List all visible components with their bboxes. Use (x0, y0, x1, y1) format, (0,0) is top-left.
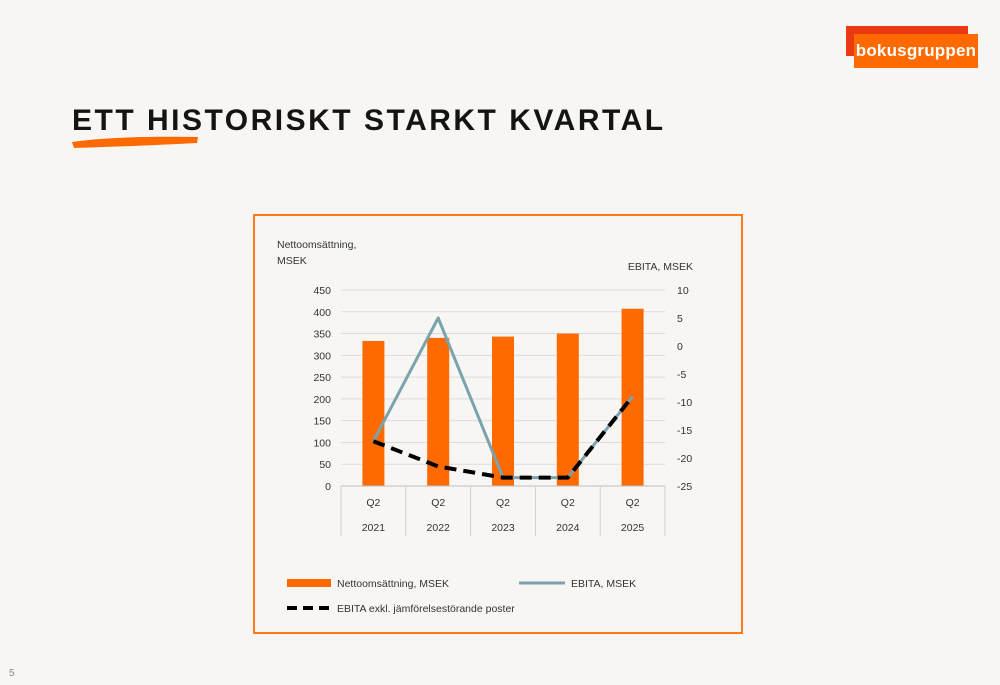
legend-label-nettoomsattning: Nettoomsättning, MSEK (337, 578, 449, 590)
right-tick-label: 5 (677, 313, 683, 325)
x-group-label: 2025 (621, 522, 645, 534)
right-tick-label: -10 (677, 397, 692, 409)
legend-swatch-nettoomsattning (287, 579, 331, 587)
left-tick-label: 0 (325, 481, 331, 493)
page-number: 5 (9, 668, 15, 679)
left-tick-label: 450 (313, 285, 331, 297)
left-tick-label: 200 (313, 394, 331, 406)
x-tick-label: Q2 (496, 497, 510, 509)
x-group-label: 2022 (427, 522, 451, 534)
bar (556, 333, 579, 486)
right-tick-label: -15 (677, 425, 692, 437)
left-tick-label: 100 (313, 437, 331, 449)
bar (427, 337, 450, 486)
left-axis-label: Nettoomsättning, (277, 239, 356, 251)
right-tick-label: -5 (677, 369, 686, 381)
x-tick-label: Q2 (561, 497, 575, 509)
x-tick-label: Q2 (366, 497, 380, 509)
combo-chart: Nettoomsättning,MSEK EBITA, MSEK050100150… (277, 239, 693, 615)
x-group-label: 2024 (556, 522, 580, 534)
left-tick-label: 150 (313, 416, 331, 428)
left-tick-label: 250 (313, 372, 331, 384)
right-tick-label: 10 (677, 285, 689, 297)
left-tick-label: 300 (313, 350, 331, 362)
bar (492, 336, 514, 486)
right-tick-label: 0 (677, 341, 683, 353)
left-tick-label: 400 (313, 307, 331, 319)
right-tick-label: -20 (677, 453, 692, 465)
x-tick-label: Q2 (626, 497, 640, 509)
title-underline-brush (72, 136, 198, 148)
right-axis-label: EBITA, MSEK (628, 261, 693, 273)
bar (362, 340, 385, 486)
left-axis-label: MSEK (277, 255, 307, 267)
logo-text: bokusgruppen (854, 34, 978, 68)
legend-label-ebita-adjusted: EBITA exkl. jämförelsestörande poster (337, 603, 515, 615)
bokusgruppen-logo: bokusgruppen (846, 26, 978, 68)
right-tick-label: -25 (677, 481, 692, 493)
ebita-adjusted-line (372, 395, 635, 480)
left-tick-label: 350 (313, 329, 331, 341)
legend-label-ebita: EBITA, MSEK (571, 578, 636, 590)
slide-title: ETT HISTORISKT STARKT KVARTAL (72, 104, 666, 137)
left-tick-label: 50 (319, 459, 331, 471)
x-tick-label: Q2 (431, 497, 445, 509)
x-group-label: 2023 (491, 522, 515, 534)
x-group-label: 2021 (362, 522, 386, 534)
chart-frame: Nettoomsättning, MSEK EBITA, MSEK 0 50 100 150… (253, 214, 743, 634)
